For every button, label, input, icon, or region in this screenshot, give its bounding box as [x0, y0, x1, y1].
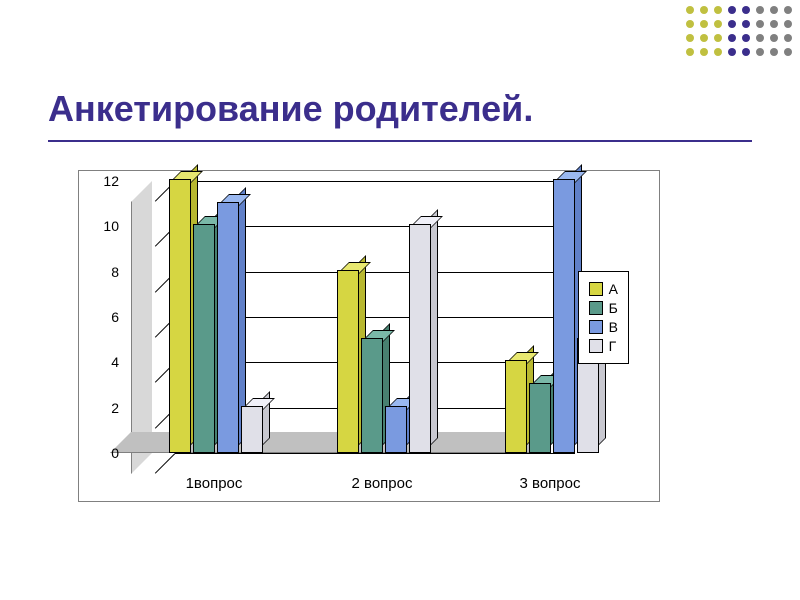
bar: [337, 272, 357, 453]
legend-swatch: [589, 339, 603, 353]
bar: [529, 385, 549, 453]
bar: [553, 181, 573, 453]
legend-label: Г: [609, 338, 617, 354]
legend-label: В: [609, 319, 618, 335]
x-tick-label: 3 вопрос: [495, 475, 605, 492]
bar: [169, 181, 189, 453]
y-tick-label: 12: [89, 173, 119, 189]
legend-swatch: [589, 301, 603, 315]
x-tick-label: 1вопрос: [159, 475, 269, 492]
y-tick-label: 8: [89, 264, 119, 280]
y-tick-label: 10: [89, 218, 119, 234]
legend-swatch: [589, 282, 603, 296]
y-tick-label: 4: [89, 354, 119, 370]
legend-label: Б: [609, 300, 618, 316]
legend-label: А: [609, 281, 618, 297]
slide-title: Анкетирование родителей.: [48, 88, 533, 130]
x-tick-label: 2 вопрос: [327, 475, 437, 492]
legend-swatch: [589, 320, 603, 334]
bar: [217, 204, 237, 453]
chart-container: АБВГ 0 2 4 6 8 10 12 1вопрос 2 вопрос 3 вопрос: [78, 170, 660, 502]
y-tick-label: 2: [89, 400, 119, 416]
bar: [241, 408, 261, 453]
chart-legend: АБВГ: [578, 271, 629, 364]
chart-side-wall: [131, 181, 152, 474]
corner-dots-decoration: [680, 0, 800, 80]
gridline: [175, 453, 575, 454]
gridline: [175, 181, 575, 182]
bar: [361, 340, 381, 453]
bar: [385, 408, 405, 453]
bar: [409, 226, 429, 453]
legend-item: В: [589, 319, 618, 335]
chart-plot-area: [131, 181, 531, 453]
bar: [193, 226, 213, 453]
gridline-depth: [155, 453, 176, 474]
y-tick-label: 0: [89, 445, 119, 461]
legend-item: Б: [589, 300, 618, 316]
title-underline: [48, 140, 752, 142]
legend-item: Г: [589, 338, 618, 354]
legend-item: А: [589, 281, 618, 297]
y-tick-label: 6: [89, 309, 119, 325]
bar: [505, 362, 525, 453]
